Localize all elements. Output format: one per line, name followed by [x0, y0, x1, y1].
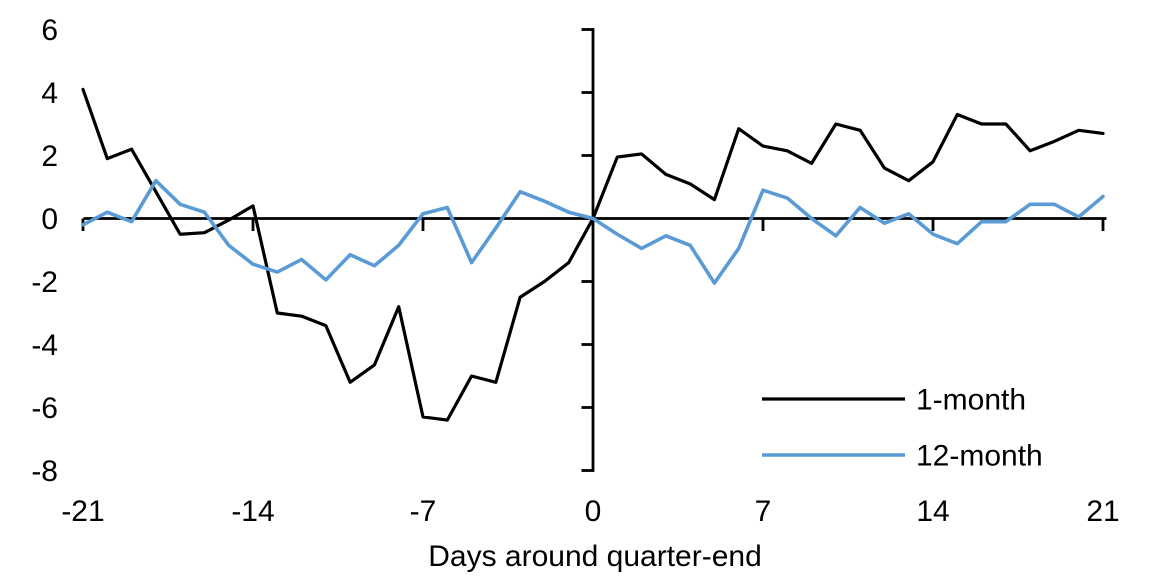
x-axis-title: Days around quarter-end — [428, 540, 762, 573]
y-tick-label: -8 — [31, 455, 58, 488]
x-tick-label: 21 — [1086, 495, 1119, 528]
x-tick-label: 14 — [916, 495, 949, 528]
legend-label-12-month: 12-month — [916, 440, 1043, 473]
x-tick-label: -7 — [410, 495, 437, 528]
y-tick-label: 0 — [41, 203, 58, 236]
x-tick-label: 7 — [755, 495, 772, 528]
y-tick-label: -4 — [31, 329, 58, 362]
x-tick-label: -14 — [231, 495, 274, 528]
y-tick-label: -2 — [31, 266, 58, 299]
y-tick-label: 4 — [41, 77, 58, 110]
y-tick-label: 2 — [41, 140, 58, 173]
legend-label-1-month: 1-month — [916, 384, 1026, 417]
x-tick-label: 0 — [585, 495, 602, 528]
series-line-12-month — [81, 178, 1105, 285]
y-tick-label: 6 — [41, 14, 58, 47]
y-tick-label: -6 — [31, 392, 58, 425]
x-tick-label: -21 — [61, 495, 104, 528]
